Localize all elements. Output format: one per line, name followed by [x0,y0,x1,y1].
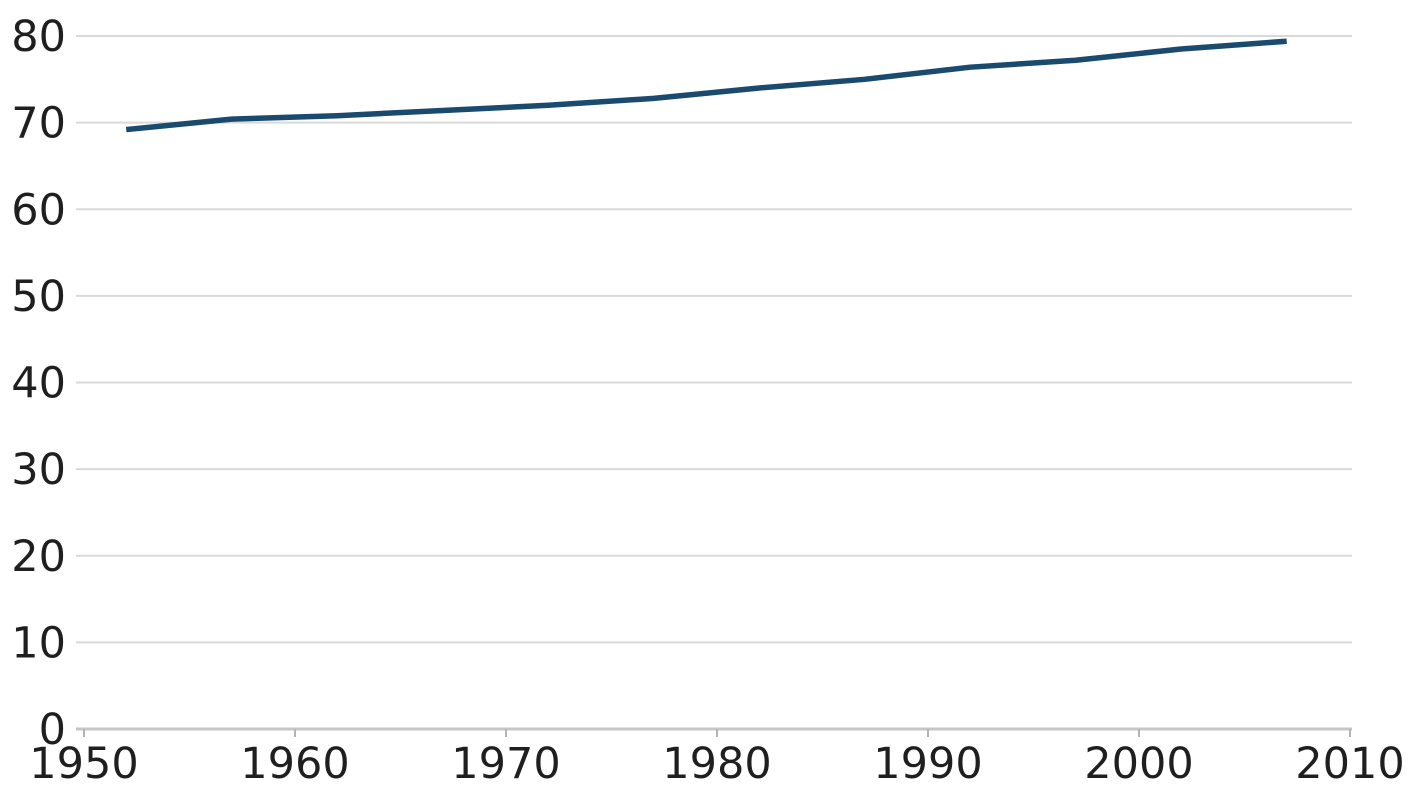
y-tick-label-20: 20 [11,532,66,582]
y-tick-label-80: 80 [11,12,66,62]
y-tick-label-10: 10 [11,618,66,668]
y-tick-label-30: 30 [11,445,66,495]
x-tick-label-1980: 1980 [662,739,771,789]
x-tick-label-2010: 2010 [1295,739,1404,789]
x-tick-label-2000: 2000 [1084,739,1193,789]
y-tick-label-50: 50 [11,272,66,322]
y-tick-label-0: 0 [39,705,66,755]
y-tick-label-60: 60 [11,185,66,235]
x-tick-label-1960: 1960 [240,739,349,789]
x-tick-label-1950: 1950 [29,739,138,789]
x-tick-label-1990: 1990 [873,739,982,789]
y-tick-label-40: 40 [11,359,66,409]
y-tick-label-70: 70 [11,99,66,149]
series-line-life-expectancy-line [125,38,1287,133]
x-tick-label-1970: 1970 [451,739,560,789]
